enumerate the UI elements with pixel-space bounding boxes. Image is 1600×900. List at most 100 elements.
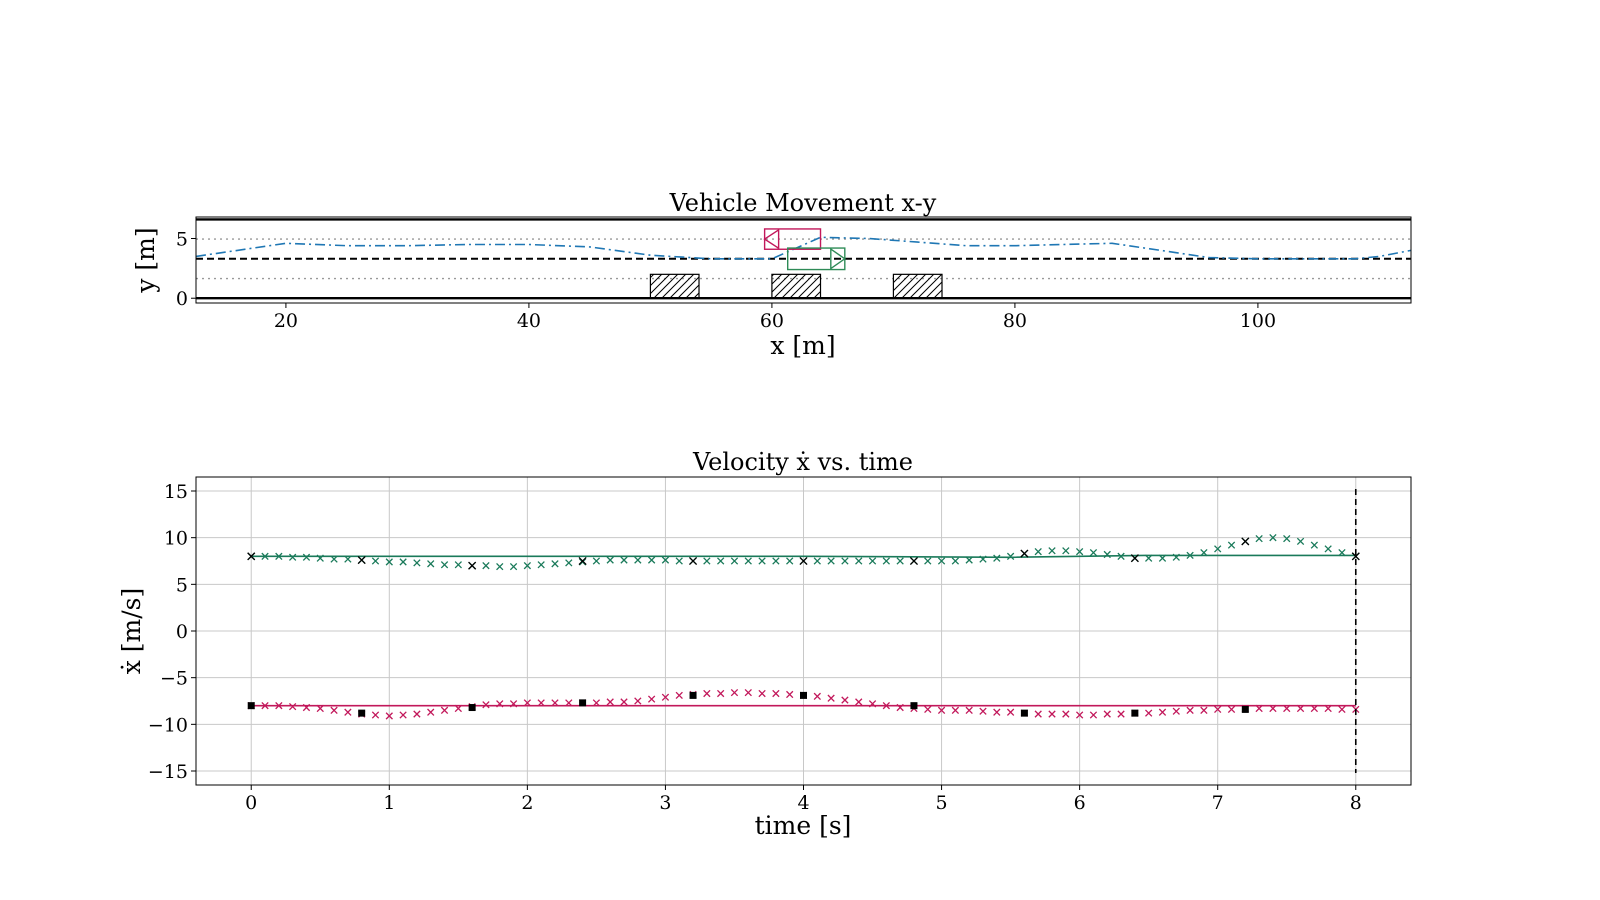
x-marker-point: [551, 699, 559, 707]
x-marker-point: [496, 700, 504, 708]
x-marker-point: [1145, 554, 1153, 562]
xy-chart-title: Vehicle Movement x-y: [669, 189, 937, 217]
x-tick-label: 0: [245, 792, 257, 814]
x-marker-point: [496, 562, 504, 571]
x-marker-point: [744, 688, 752, 697]
x-marker-point: [1006, 552, 1015, 560]
x-marker-point: [634, 556, 642, 564]
x-marker-point: [772, 689, 780, 698]
x-marker-point: [247, 552, 256, 561]
square-marker-point: [800, 691, 807, 699]
x-marker-point: [1310, 541, 1319, 549]
x-marker-point: [716, 689, 725, 698]
x-marker-point: [330, 706, 338, 714]
x-marker-point: [1158, 708, 1167, 716]
x-marker-point: [371, 711, 380, 719]
x-marker-point: [813, 557, 821, 565]
x-marker-point: [1158, 554, 1167, 562]
x-marker-point: [772, 557, 780, 565]
x-tick-label: 6: [1074, 792, 1086, 814]
square-marker-point: [579, 699, 587, 707]
x-marker-point: [1186, 551, 1194, 560]
x-marker-point: [1269, 704, 1277, 713]
xy-axes-frame: [195, 216, 1412, 304]
square-marker-point: [1020, 709, 1028, 717]
x-marker-point: [620, 556, 628, 564]
y-tick-label: 5: [176, 229, 188, 251]
x-marker-point: [1117, 710, 1125, 718]
x-marker-point: [592, 557, 601, 565]
x-marker-point: [868, 700, 877, 708]
y-tick-label: 10: [164, 528, 188, 550]
x-marker-point: [1034, 710, 1042, 718]
x-marker-point: [661, 693, 670, 701]
x-tick-label: 60: [760, 310, 784, 332]
x-marker-point: [1048, 710, 1056, 718]
x-marker-point: [1006, 708, 1015, 716]
x-marker-point: [454, 704, 462, 713]
x-marker-point: [1255, 534, 1263, 543]
square-marker-point: [468, 704, 476, 712]
x-marker-point: [413, 710, 421, 718]
x-marker-point: [427, 560, 435, 568]
x-marker-point: [896, 703, 904, 712]
x-marker-point: [1172, 707, 1180, 715]
x-marker-point: [371, 557, 380, 565]
x-marker-point: [482, 701, 490, 709]
x-marker-point: [813, 692, 821, 700]
x-tick-label: 80: [1003, 310, 1027, 332]
x-marker-point: [730, 557, 739, 565]
y-tick-label: −10: [148, 714, 188, 736]
x-marker-point: [1255, 704, 1263, 713]
x-marker-point: [537, 561, 545, 569]
x-marker-series: [247, 534, 1360, 571]
x-marker-point: [316, 554, 324, 562]
x-marker-point: [855, 557, 863, 565]
vehicle-heading-arrow: [763, 228, 780, 250]
x-marker-point: [275, 702, 283, 710]
x-marker-point: [509, 700, 518, 708]
y-tick-label: 15: [164, 481, 188, 503]
velocity-line: [251, 554, 1356, 559]
x-marker-point: [261, 702, 269, 710]
x-marker-point: [316, 704, 324, 713]
x-marker-point: [1103, 710, 1111, 718]
x-marker-point: [1075, 548, 1084, 556]
x-marker-point: [344, 708, 352, 716]
x-marker-point: [647, 695, 656, 703]
x-marker-point: [758, 689, 766, 698]
square-marker-point: [910, 702, 918, 710]
x-marker-point: [924, 557, 932, 565]
x-marker-point: [841, 696, 849, 704]
x-marker-point: [965, 556, 973, 564]
x-marker-point: [385, 558, 393, 566]
x-marker-point: [1338, 705, 1346, 714]
xy-trajectory-chart: Vehicle Movement x-y 20 40 60 80 100 0 5 x [m]…: [131, 189, 1412, 360]
x-marker-point: [565, 559, 573, 567]
x-marker-point: [578, 558, 587, 566]
x-marker-point: [261, 552, 269, 560]
x-marker-point: [1186, 706, 1194, 714]
x-marker-point: [275, 552, 283, 560]
x-marker-point: [578, 556, 587, 566]
x-marker-point: [937, 557, 946, 565]
x-marker-point: [1075, 711, 1084, 719]
obstacle-block: [649, 273, 700, 299]
x-marker-point: [592, 699, 601, 707]
x-marker-point: [1214, 545, 1222, 553]
x-marker-point: [855, 698, 863, 706]
velocity-y-axis-label: ẋ [m/s]: [117, 588, 146, 675]
x-marker-point: [882, 702, 891, 710]
x-marker-point: [951, 706, 960, 714]
x-marker-point: [440, 561, 449, 569]
xy-plot-area: [195, 218, 1412, 300]
x-tick-label: 7: [1212, 792, 1224, 814]
x-marker-point: [799, 556, 808, 566]
x-marker-point: [1283, 704, 1291, 713]
obstacle-block: [892, 273, 943, 299]
velocity-plot-area: [247, 489, 1360, 773]
x-marker-point: [1351, 552, 1360, 561]
x-marker-point: [1089, 548, 1098, 557]
x-tick-label: 3: [659, 792, 671, 814]
vehicle-heading-arrow: [830, 247, 847, 270]
